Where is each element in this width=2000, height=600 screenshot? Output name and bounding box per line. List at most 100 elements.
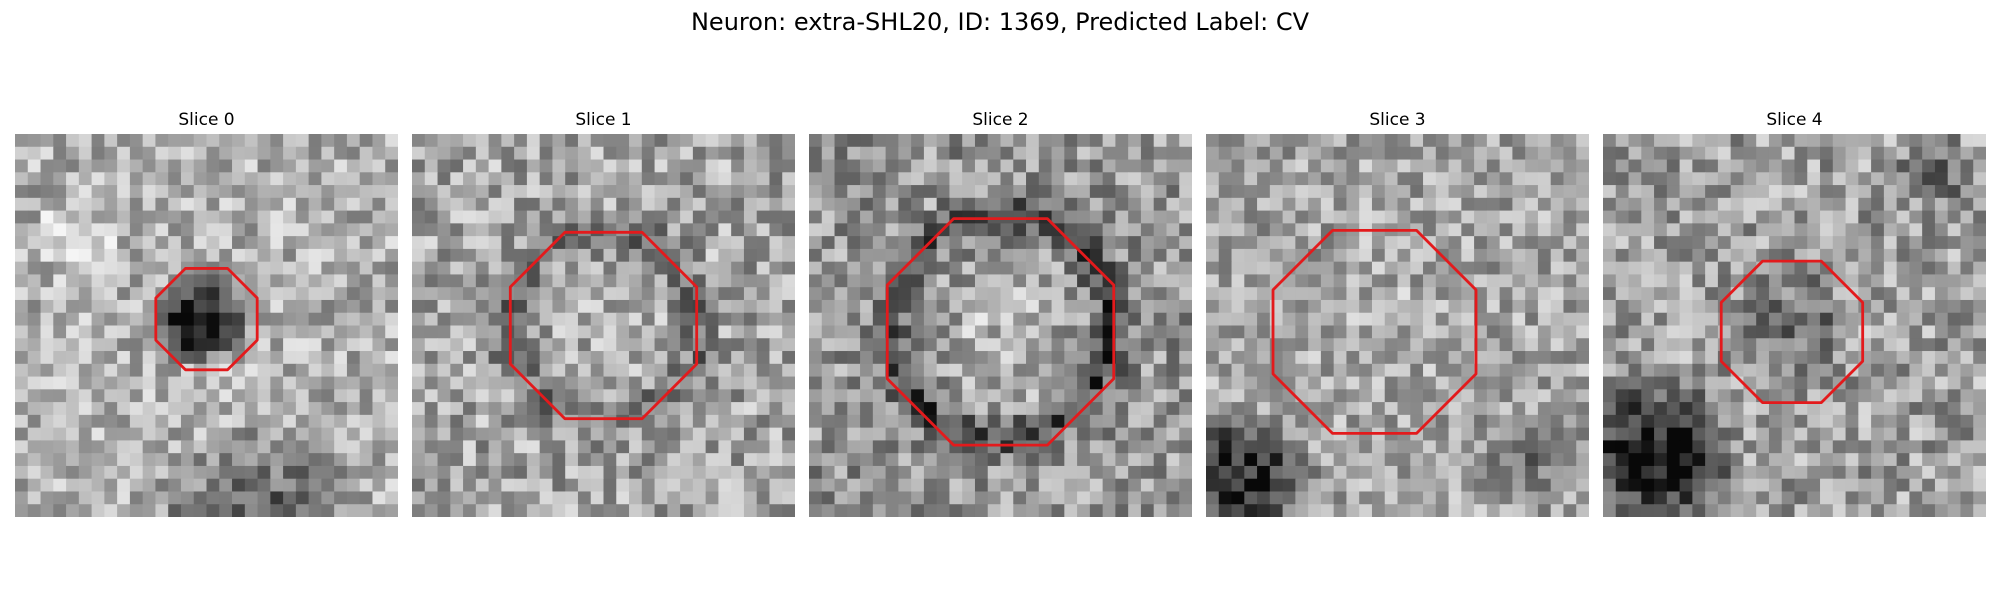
pixel xyxy=(1628,427,1642,441)
pixel xyxy=(1820,299,1834,314)
pixel xyxy=(1474,236,1488,250)
pixel xyxy=(590,299,605,314)
pixel xyxy=(488,185,502,199)
pixel xyxy=(1512,351,1526,365)
pixel xyxy=(155,159,169,173)
pixel xyxy=(1410,491,1424,505)
pixel xyxy=(936,312,950,327)
pixel xyxy=(1512,185,1526,199)
pixel xyxy=(1576,197,1589,212)
pixel xyxy=(437,312,451,327)
pixel xyxy=(1563,236,1577,250)
pixel xyxy=(1743,504,1757,517)
pixel xyxy=(117,351,131,365)
pixel xyxy=(1717,478,1732,492)
pixel xyxy=(53,465,67,480)
pixel xyxy=(1537,351,1552,365)
pixel xyxy=(1537,287,1552,301)
pixel xyxy=(385,504,398,517)
pixel xyxy=(731,299,745,314)
pixel xyxy=(641,389,656,403)
pixel xyxy=(847,376,861,390)
pixel xyxy=(1654,299,1668,314)
pixel xyxy=(1013,236,1027,250)
pixel xyxy=(1692,312,1706,327)
pixel xyxy=(1679,427,1693,441)
pixel xyxy=(641,134,656,148)
pixel xyxy=(1410,146,1424,161)
pixel xyxy=(488,223,502,237)
pixel xyxy=(949,338,963,352)
pixel xyxy=(1794,414,1808,429)
pixel xyxy=(1550,261,1564,275)
pixel xyxy=(1269,236,1284,250)
pixel xyxy=(1448,414,1462,429)
pixel xyxy=(168,261,182,275)
pixel xyxy=(1346,146,1360,161)
pixel xyxy=(629,414,643,429)
pixel xyxy=(1666,261,1681,275)
pixel xyxy=(1922,223,1936,237)
pixel xyxy=(1858,236,1872,250)
pixel xyxy=(680,287,694,301)
pixel xyxy=(1423,287,1437,301)
pixel xyxy=(526,210,541,224)
pixel xyxy=(1333,287,1347,301)
pixel xyxy=(1947,325,1961,339)
pixel xyxy=(526,504,541,517)
pixel xyxy=(1641,414,1655,429)
pixel xyxy=(321,197,335,212)
pixel xyxy=(1947,338,1961,352)
pixel xyxy=(1845,465,1859,480)
pixel xyxy=(1166,299,1180,314)
pixel xyxy=(1922,351,1936,365)
pixel xyxy=(847,478,861,492)
pixel xyxy=(1781,402,1796,416)
pixel xyxy=(949,134,963,148)
pixel xyxy=(1257,172,1271,186)
pixel xyxy=(1858,453,1872,467)
pixel xyxy=(539,146,553,161)
pixel xyxy=(1282,440,1296,454)
pixel xyxy=(1909,465,1923,480)
pixel xyxy=(475,402,490,416)
pixel xyxy=(1960,376,1974,390)
pixel xyxy=(1461,261,1475,275)
pixel xyxy=(1384,312,1399,327)
pixel xyxy=(346,363,361,378)
pixel xyxy=(526,172,541,186)
pixel xyxy=(1973,185,1986,199)
pixel xyxy=(1179,478,1192,492)
pixel xyxy=(1153,210,1167,224)
pixel xyxy=(769,146,783,161)
pixel xyxy=(475,223,490,237)
pixel xyxy=(1576,491,1589,505)
pixel xyxy=(526,465,541,480)
pixel xyxy=(1705,134,1719,148)
pixel xyxy=(1705,351,1719,365)
pixel xyxy=(1346,338,1360,352)
pixel xyxy=(1320,185,1335,199)
pixel xyxy=(1705,325,1719,339)
pixel xyxy=(1922,491,1936,505)
pixel xyxy=(1756,146,1770,161)
pixel xyxy=(1820,478,1834,492)
pixel xyxy=(1947,351,1961,365)
pixel xyxy=(1743,453,1757,467)
pixel xyxy=(1371,414,1386,429)
pixel xyxy=(1705,338,1719,352)
pixel xyxy=(1922,210,1936,224)
pixel xyxy=(898,197,912,212)
pixel xyxy=(372,504,386,517)
pixel xyxy=(1077,134,1091,148)
pixel xyxy=(53,491,67,505)
pixel xyxy=(705,504,719,517)
pixel xyxy=(1781,351,1796,365)
pixel xyxy=(244,197,259,212)
pixel xyxy=(155,287,169,301)
pixel xyxy=(974,261,989,275)
pixel xyxy=(1474,389,1488,403)
pixel xyxy=(847,465,861,480)
pixel xyxy=(1692,299,1706,314)
pixel xyxy=(155,427,169,441)
